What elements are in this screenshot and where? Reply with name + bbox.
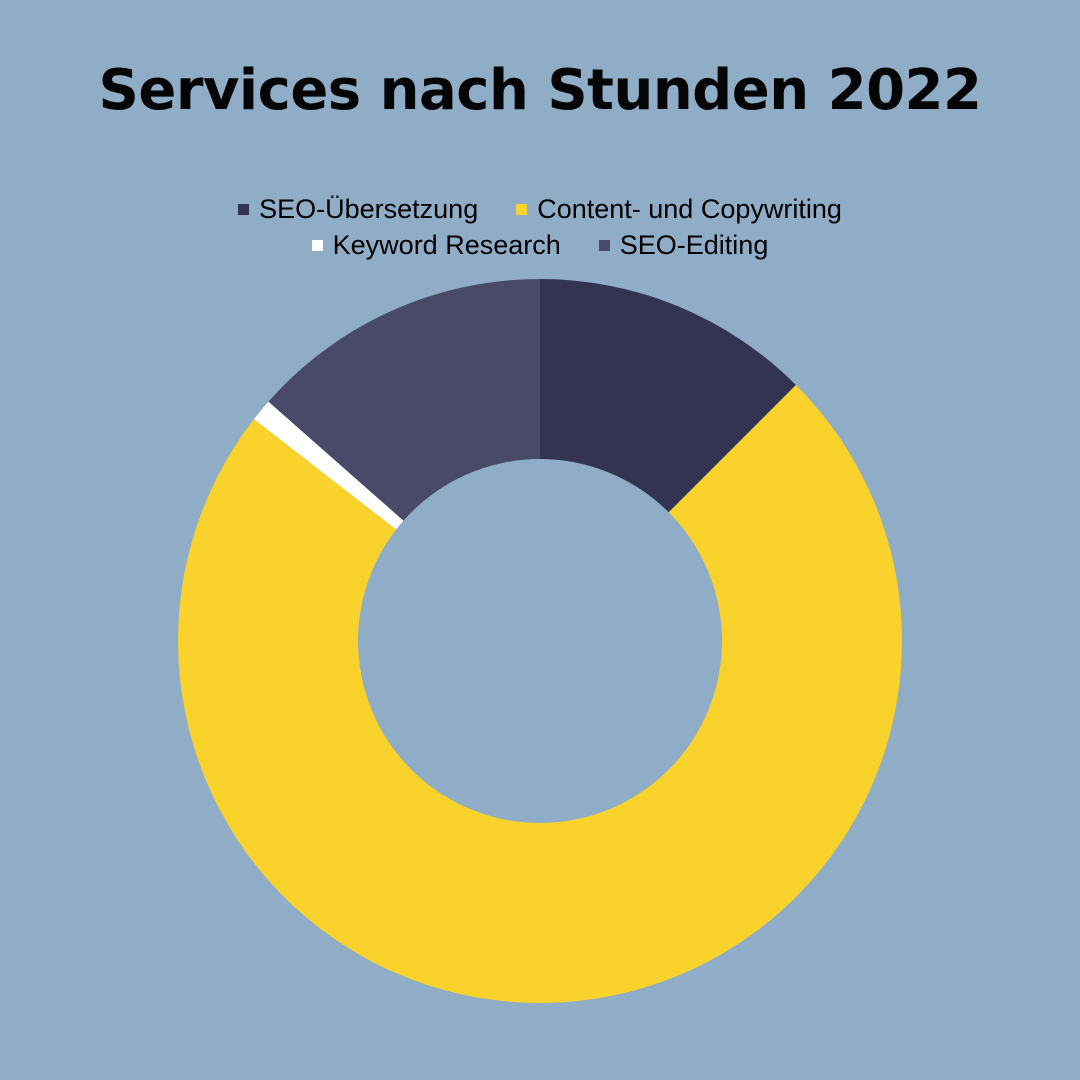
donut-slice-seo-editing bbox=[268, 279, 540, 521]
chart-legend: SEO-Übersetzung Content- und Copywriting… bbox=[0, 191, 1080, 263]
donut-slice-content-und-copywriting bbox=[178, 385, 902, 1003]
legend-swatch-keyword-research bbox=[311, 239, 323, 251]
donut-slice-seo-uebersetzung bbox=[540, 279, 796, 513]
legend-label-keyword-research: Keyword Research bbox=[332, 229, 561, 260]
legend-item-keyword-research: Keyword Research bbox=[311, 229, 561, 261]
legend-item-seo-uebersetzung: SEO-Übersetzung bbox=[238, 194, 478, 225]
legend-label-seo-editing: SEO-Editing bbox=[619, 229, 769, 260]
chart-title: Services nach Stunden 2022 bbox=[98, 58, 982, 123]
legend-row-1: SEO-Übersetzung Content- und Copywriting bbox=[0, 191, 1080, 227]
donut-slice-keyword-research bbox=[253, 401, 404, 530]
legend-label-content-copywriting: Content- und Copywriting bbox=[537, 193, 842, 224]
legend-item-seo-editing: SEO-Editing bbox=[598, 229, 769, 261]
legend-item-content-copywriting: Content- und Copywriting bbox=[516, 194, 842, 225]
legend-row-2: Keyword Research SEO-Editing bbox=[0, 227, 1080, 263]
legend-swatch-content-copywriting bbox=[516, 203, 528, 215]
legend-swatch-seo-uebersetzung bbox=[238, 203, 250, 215]
legend-label-seo-uebersetzung: SEO-Übersetzung bbox=[259, 193, 479, 224]
legend-swatch-seo-editing bbox=[598, 239, 610, 251]
